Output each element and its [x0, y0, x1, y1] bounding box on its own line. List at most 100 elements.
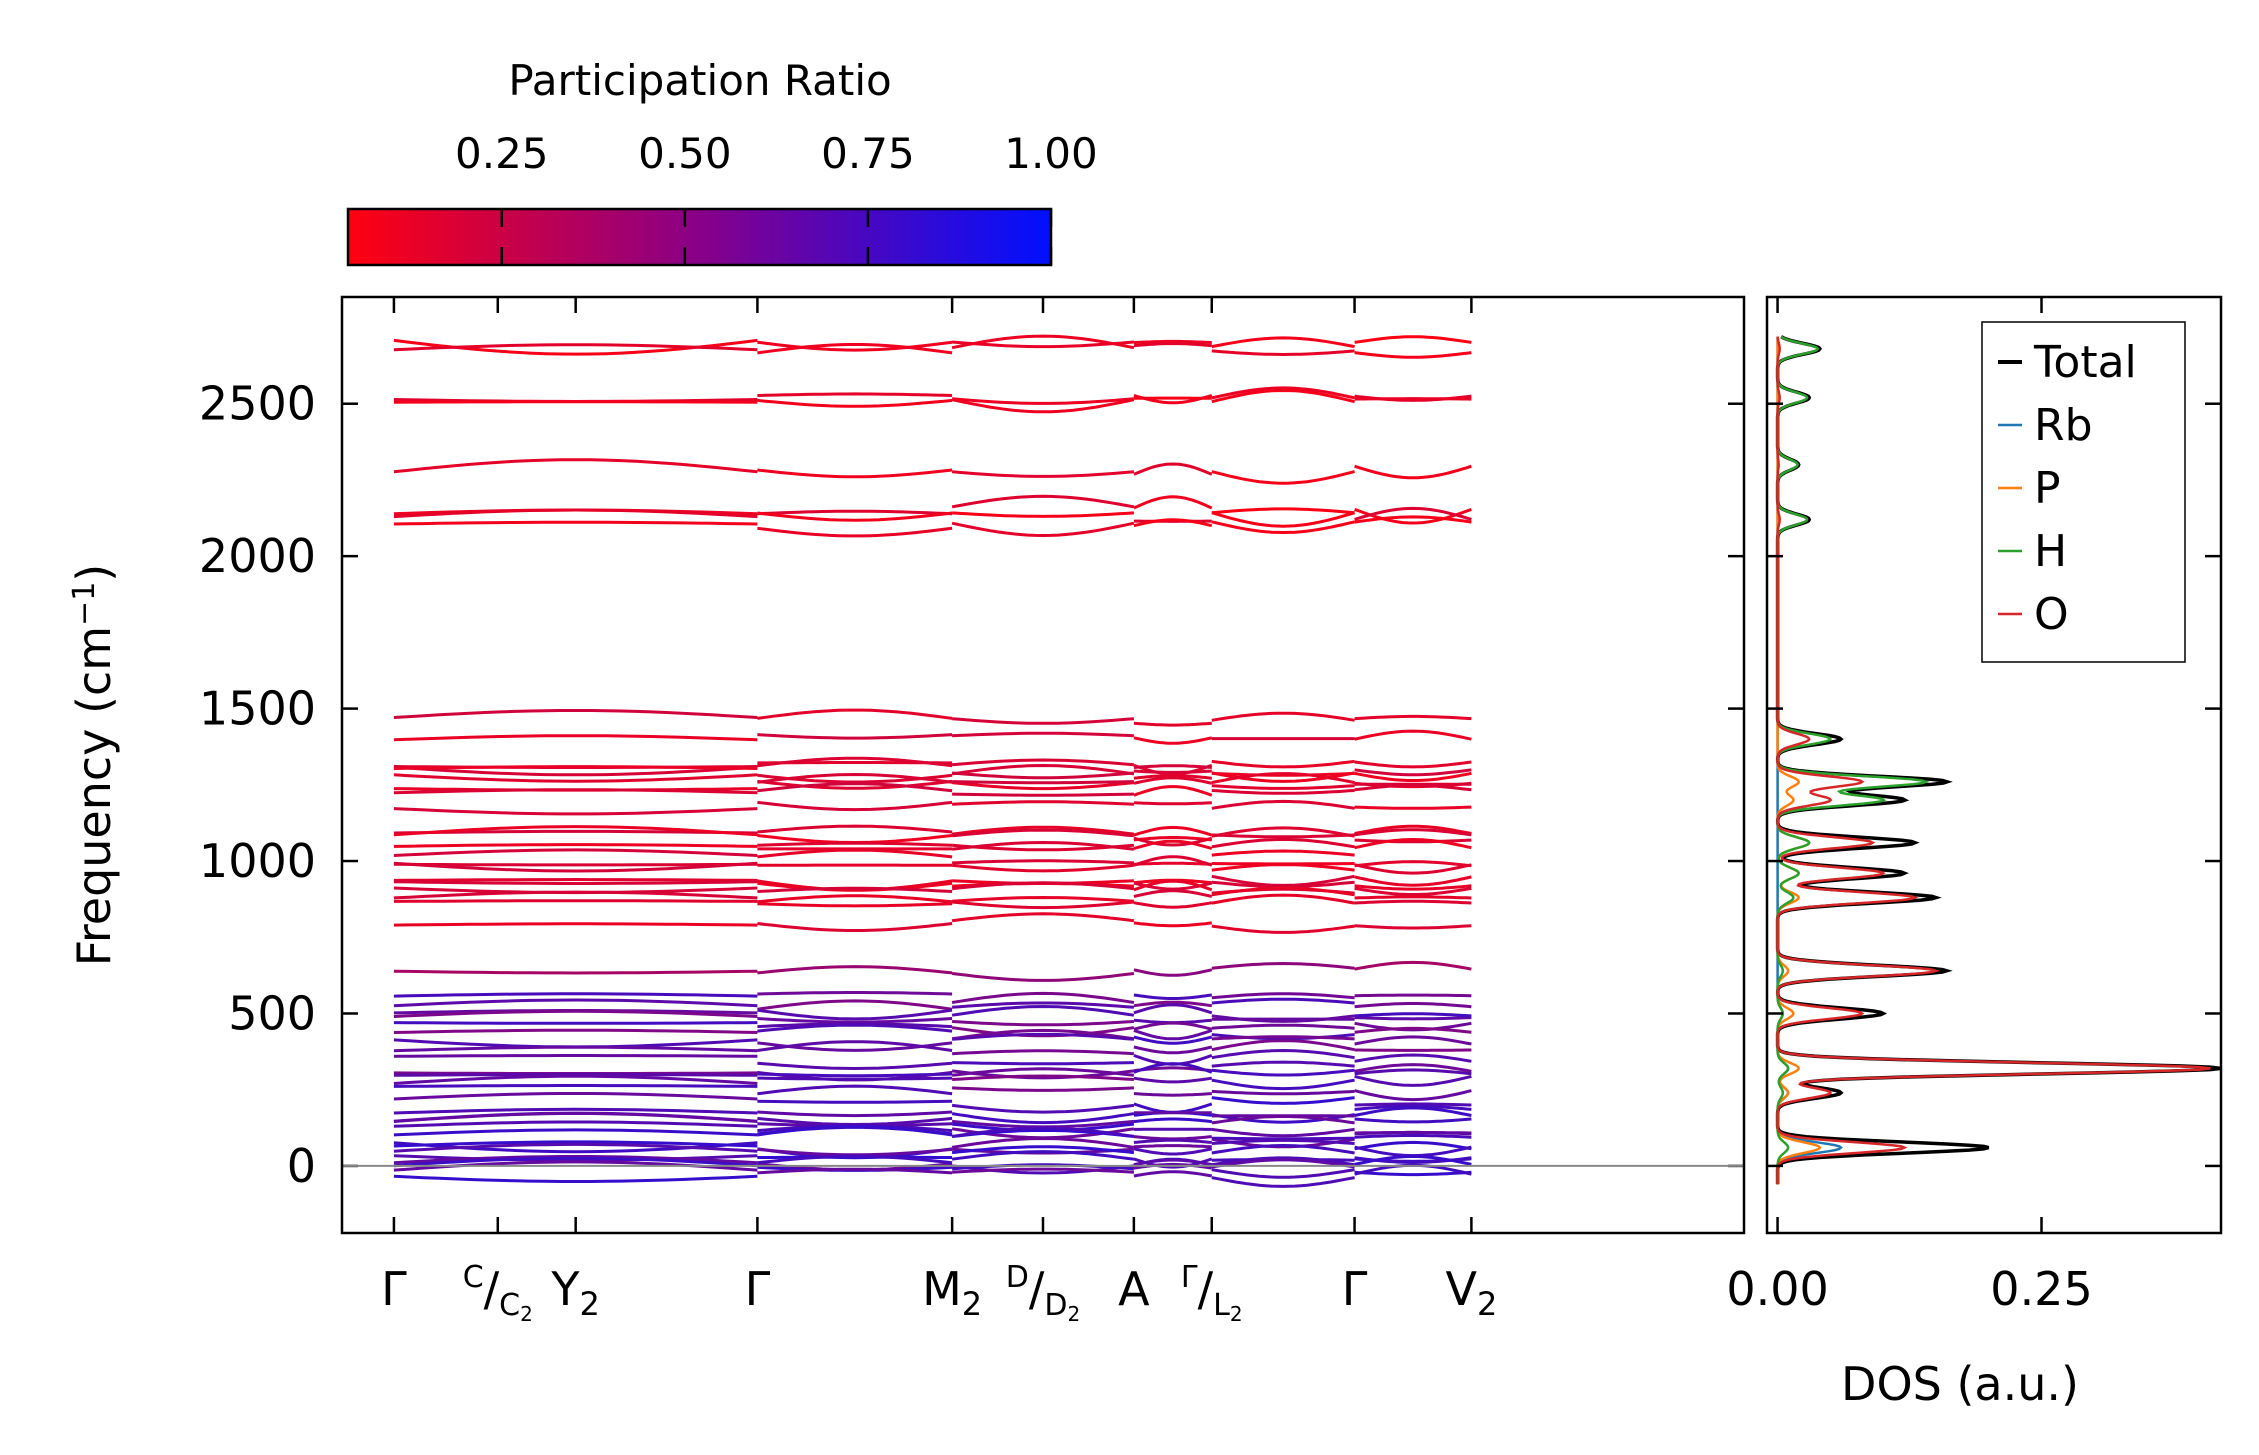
band-line — [1133, 1092, 1212, 1097]
x-tick-label: Y2 — [550, 1262, 599, 1323]
band-line — [1354, 507, 1472, 525]
band-line — [951, 1032, 1135, 1041]
band-line — [757, 848, 953, 859]
band-line — [1211, 784, 1355, 790]
band-line — [757, 1099, 953, 1104]
band-line — [1354, 397, 1472, 401]
band-line — [952, 731, 1134, 738]
band-line — [1211, 388, 1355, 404]
band-line — [1133, 774, 1212, 780]
band-line — [393, 1021, 758, 1025]
band-line — [1354, 1130, 1472, 1136]
band-line — [1133, 764, 1212, 769]
x-tick-label: A — [1118, 1262, 1150, 1316]
band-line — [1211, 1143, 1355, 1155]
band-line — [951, 1150, 1135, 1161]
band-line — [1354, 729, 1472, 741]
colorbar-tick-label: 1.00 — [1004, 129, 1098, 178]
band-line — [1211, 924, 1355, 934]
band-line — [951, 828, 1135, 838]
band-line — [393, 899, 758, 903]
band-line — [1354, 884, 1472, 891]
colorbar-tick-label: 0.75 — [821, 129, 915, 178]
band-line — [1211, 849, 1355, 857]
band-line — [1133, 801, 1212, 806]
band-line — [393, 343, 758, 352]
band-line — [1354, 1002, 1472, 1009]
band-line — [952, 1061, 1134, 1066]
band-line — [1211, 1023, 1355, 1030]
colorbar-tick-label: 0.25 — [455, 129, 549, 178]
band-line — [393, 998, 758, 1008]
band-line — [393, 788, 758, 795]
band-line — [757, 965, 953, 975]
band-line — [1133, 889, 1213, 898]
x-tick-label-sub: 2 — [1477, 1285, 1497, 1323]
band-line — [1211, 507, 1355, 515]
band-line — [757, 1076, 953, 1081]
band-line — [1354, 863, 1472, 875]
band-line — [757, 879, 953, 892]
band-line — [1133, 993, 1212, 1000]
band-line — [1354, 824, 1472, 835]
band-line — [951, 881, 1135, 891]
band-line — [1133, 1062, 1213, 1074]
x-tick-label: V2 — [1445, 1262, 1497, 1323]
y-tick-label: 2000 — [199, 529, 316, 583]
band-line — [951, 912, 1135, 923]
band-line — [951, 1145, 1135, 1155]
y-tick-label: 1000 — [199, 834, 316, 888]
band-line — [1211, 1096, 1355, 1105]
band-line — [1211, 863, 1355, 872]
band-line — [1354, 1102, 1472, 1107]
x-tick-label: C/C2 — [463, 1260, 533, 1326]
band-line — [1133, 785, 1213, 797]
band-line — [1211, 386, 1355, 400]
band-line — [1354, 783, 1472, 792]
band-line — [393, 1128, 758, 1137]
band-line — [757, 468, 953, 479]
band-line — [1354, 805, 1472, 810]
band-line — [757, 902, 953, 908]
band-line — [951, 1067, 1135, 1077]
band-line — [1211, 837, 1355, 849]
band-line — [951, 825, 1135, 836]
band-line — [393, 734, 758, 742]
band-line — [1133, 1028, 1213, 1041]
band-line — [952, 1074, 1134, 1081]
band-line — [757, 824, 953, 834]
band-line — [951, 1028, 1135, 1041]
legend-label: Rb — [2034, 400, 2093, 451]
dos-line-o — [1776, 336, 2211, 1185]
x-tick-label-super: C — [463, 1260, 484, 1295]
band-line — [393, 1074, 758, 1085]
x-tick-label-sub: C — [499, 1288, 520, 1323]
band-line — [1211, 1089, 1355, 1096]
dos-panel: 0.00 0.25 DOS (a.u.) Total Rb PHO — [1726, 295, 2223, 1411]
band-line — [757, 509, 953, 516]
band-line — [393, 1107, 758, 1115]
band-line — [393, 1142, 758, 1153]
band-line — [1133, 1138, 1212, 1144]
band-line — [757, 1040, 953, 1052]
legend-label: H — [2034, 526, 2067, 577]
band-line — [757, 800, 953, 812]
band-line — [1354, 1035, 1472, 1046]
x-tick-label-slash: / — [484, 1262, 500, 1316]
band-line — [1133, 1076, 1213, 1084]
band-line — [951, 1103, 1135, 1114]
dos-legend: Total Rb PHO — [1981, 321, 2186, 663]
band-line — [951, 758, 1135, 767]
band-line — [1133, 776, 1213, 785]
band-line — [1211, 511, 1356, 528]
x-tick-label-sub: 2 — [580, 1285, 600, 1323]
band-line — [1211, 711, 1355, 722]
band-line — [393, 1084, 758, 1088]
band-line — [757, 733, 953, 740]
band-line — [757, 991, 953, 996]
band-line — [952, 1001, 1134, 1009]
band-line — [1354, 1026, 1472, 1034]
band-line — [393, 1112, 758, 1123]
band-line — [1354, 351, 1472, 359]
y-axis-label: Frequency (cm−1) — [67, 564, 121, 967]
